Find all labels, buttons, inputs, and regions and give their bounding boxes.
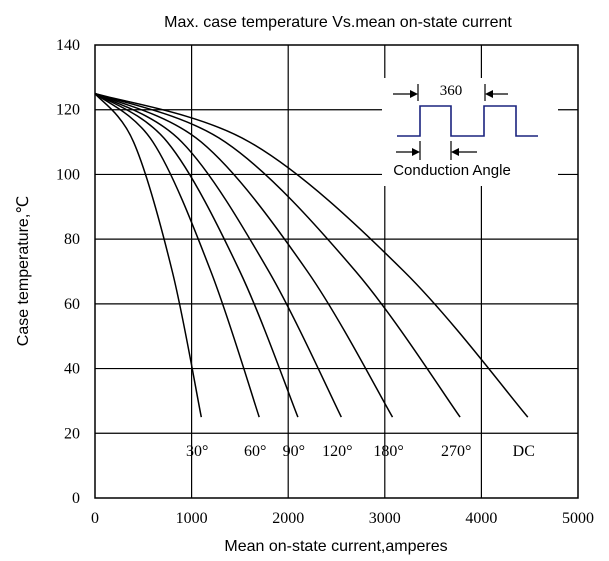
series-line-5	[94, 92, 461, 418]
conduction-arrowhead-left	[412, 148, 420, 156]
conduction-arrowhead-right	[451, 148, 459, 156]
y-tick-label-140: 140	[56, 37, 80, 54]
y-tick-labels: 0 20 40 60 80 100 120 140	[56, 37, 80, 507]
y-tick-label-20: 20	[64, 425, 80, 442]
y-axis-label: Case temperature,℃	[15, 196, 32, 347]
y-tick-label-120: 120	[56, 102, 80, 119]
series-label-4: 180°	[373, 443, 403, 460]
y-tick-label-80: 80	[64, 231, 80, 248]
x-tick-label-4000: 4000	[465, 510, 497, 527]
y-tick-label-40: 40	[64, 361, 80, 378]
y-tick-label-100: 100	[56, 166, 80, 183]
series-label-3: 120°	[322, 443, 352, 460]
x-tick-label-0: 0	[91, 510, 99, 527]
chart-title: Max. case temperature Vs.mean on-state c…	[164, 14, 512, 31]
series-lines	[94, 92, 529, 418]
series-label-2: 90°	[283, 443, 305, 460]
x-axis-label: Mean on-state current,amperes	[224, 538, 447, 555]
conduction-angle-label: Conduction Angle	[393, 162, 511, 179]
period-label: 360	[440, 83, 463, 99]
series-label-0: 30°	[186, 443, 208, 460]
y-tick-label-60: 60	[64, 296, 80, 313]
series-line-4	[94, 92, 394, 418]
series-line-2	[94, 92, 299, 418]
x-tick-label-2000: 2000	[272, 510, 304, 527]
series-label-5: 270°	[441, 443, 471, 460]
period-arrowhead-right	[485, 90, 493, 98]
series-label-6: DC	[513, 443, 535, 460]
series-label-1: 60°	[244, 443, 266, 460]
period-arrowhead-left	[410, 90, 418, 98]
series-line-3	[94, 92, 342, 418]
x-tick-label-3000: 3000	[369, 510, 401, 527]
waveform-inset: 360 Conduction Angle	[382, 78, 558, 186]
waveform-line	[397, 105, 538, 137]
plot-frame	[94, 44, 579, 499]
series-line-0	[94, 93, 203, 418]
x-tick-label-1000: 1000	[176, 510, 208, 527]
y-tick-label-0: 0	[72, 490, 80, 507]
x-tick-labels: 0 1000 2000 3000 4000 5000	[91, 510, 594, 527]
series-line-6	[94, 92, 529, 418]
series-labels: 30° 60° 90° 120° 180° 270° DC	[186, 443, 535, 460]
x-tick-label-5000: 5000	[562, 510, 594, 527]
series-line-1	[94, 92, 260, 418]
